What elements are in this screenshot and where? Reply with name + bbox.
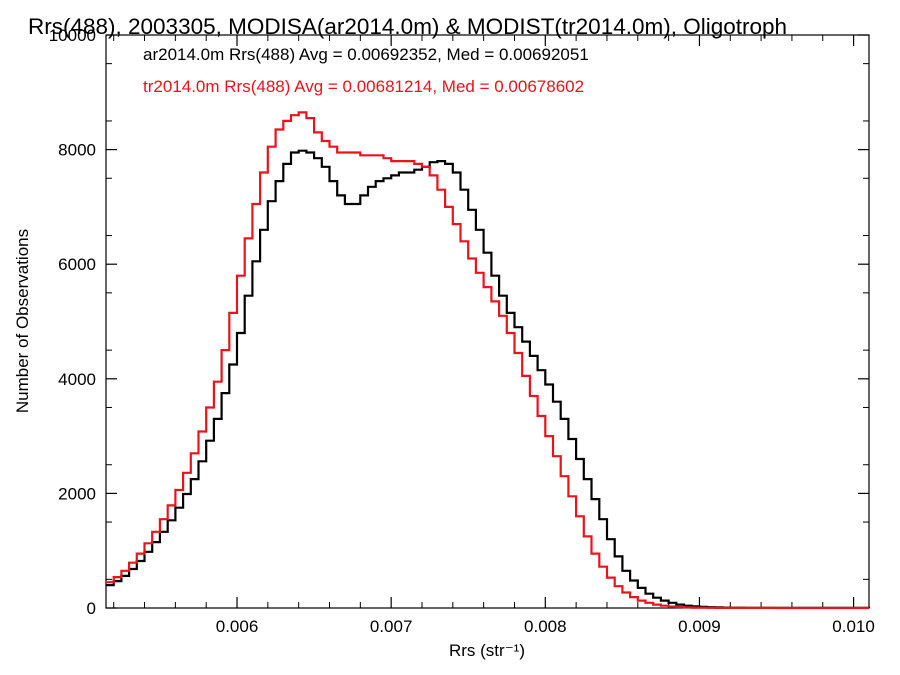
y-tick-label: 6000 [58, 255, 96, 274]
x-tick-label: 0.006 [216, 617, 259, 636]
x-tick-label: 0.009 [678, 617, 721, 636]
series-line-tr2014 [106, 111, 869, 610]
series-line-ar2014 [106, 149, 871, 609]
x-tick-label: 0.007 [370, 617, 413, 636]
y-tick-label: 4000 [58, 370, 96, 389]
legend-entry-ar2014: ar2014.0m Rrs(488) Avg = 0.00692352, Med… [143, 45, 589, 64]
x-tick-label: 0.008 [524, 617, 567, 636]
y-tick-label: 10000 [49, 26, 96, 45]
y-tick-label: 2000 [58, 484, 96, 503]
plot-frame [105, 34, 870, 609]
x-axis-label: Rrs (str⁻¹) [449, 641, 525, 660]
y-tick-label: 0 [87, 599, 96, 618]
y-tick-label: 8000 [58, 141, 96, 160]
legend-entry-tr2014: tr2014.0m Rrs(488) Avg = 0.00681214, Med… [143, 77, 584, 96]
y-axis-label: Number of Observations [13, 229, 32, 413]
x-tick-label: 0.010 [832, 617, 875, 636]
